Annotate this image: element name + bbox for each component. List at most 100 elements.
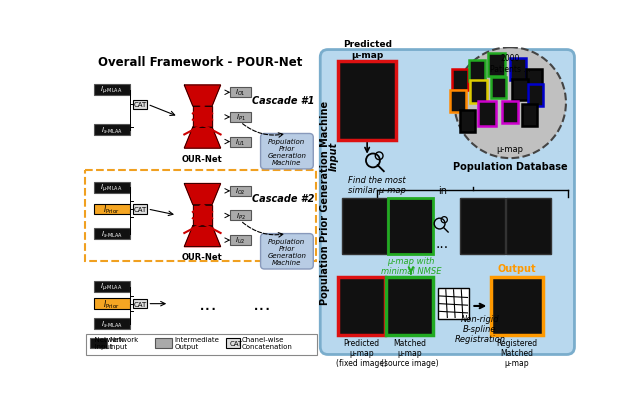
Text: ...: ... (253, 294, 271, 313)
Text: CAT: CAT (134, 207, 147, 213)
Bar (90, 338, 107, 348)
Bar (452, 70, 467, 91)
Circle shape (454, 48, 566, 159)
Bar (134, 205, 147, 214)
Text: OUR-Net: OUR-Net (182, 253, 223, 261)
Text: $I_{O1}$: $I_{O1}$ (235, 88, 246, 98)
Polygon shape (193, 107, 212, 128)
Text: 2000
Patients ...: 2000 Patients ... (490, 54, 531, 74)
Text: Network
  Input: Network Input (90, 336, 124, 350)
Bar (94, 282, 129, 292)
Bar (94, 318, 129, 329)
Bar (94, 85, 129, 96)
Text: $I_{\mathrm{Prior}}$: $I_{\mathrm{Prior}}$ (104, 298, 120, 310)
Bar (230, 113, 250, 123)
Bar (86, 334, 317, 355)
Text: $I_{O2}$: $I_{O2}$ (235, 186, 246, 196)
Bar (94, 298, 129, 309)
Text: CAT: CAT (134, 102, 147, 108)
Text: Registered
Matched
μ-map: Registered Matched μ-map (497, 338, 538, 367)
Bar (94, 125, 129, 136)
Text: Non-rigid
B-spline
Registration: Non-rigid B-spline Registration (454, 314, 506, 344)
Bar (438, 289, 469, 319)
Bar (506, 198, 551, 254)
Bar (522, 105, 537, 126)
Bar (502, 102, 518, 124)
Bar (460, 111, 476, 133)
FancyBboxPatch shape (320, 51, 575, 354)
Bar (477, 102, 496, 126)
Text: $I_{\mu\text{-MLAA}}$: $I_{\mu\text{-MLAA}}$ (100, 281, 123, 293)
Text: Cascade #2: Cascade #2 (252, 194, 314, 204)
Text: Overall Framework - POUR-Net: Overall Framework - POUR-Net (98, 56, 302, 69)
Text: Population
Prior
Generation
Machine: Population Prior Generation Machine (268, 238, 307, 265)
Bar (386, 277, 433, 335)
Bar (338, 277, 385, 335)
Text: Population Prior Generation Machine: Population Prior Generation Machine (320, 101, 330, 304)
Text: Matched
μ-map
(source image): Matched μ-map (source image) (381, 338, 438, 367)
Text: Intermediate
Output: Intermediate Output (175, 336, 220, 350)
Polygon shape (184, 128, 221, 149)
Text: ...: ... (198, 294, 217, 313)
Bar (338, 62, 396, 140)
Bar (460, 198, 505, 254)
Text: $I_{U1}$: $I_{U1}$ (236, 137, 246, 147)
Polygon shape (193, 205, 212, 226)
Bar (510, 59, 525, 80)
Bar (155, 338, 172, 348)
Bar (230, 137, 250, 147)
Bar (94, 229, 129, 239)
Bar (230, 235, 250, 245)
Text: $I_{s\text{-MLAA}}$: $I_{s\text{-MLAA}}$ (100, 125, 123, 136)
Polygon shape (184, 184, 221, 205)
Bar (134, 299, 147, 308)
Text: μ-map: μ-map (497, 145, 524, 154)
FancyBboxPatch shape (260, 134, 313, 170)
Text: $I_{P1}$: $I_{P1}$ (236, 113, 245, 123)
Text: $I_{P2}$: $I_{P2}$ (236, 211, 245, 221)
Text: CAT: CAT (230, 340, 243, 346)
Bar (451, 91, 466, 113)
Text: Output: Output (498, 263, 536, 273)
Bar (230, 211, 250, 221)
Text: $I_{\mu\text{-MLAA}}$: $I_{\mu\text{-MLAA}}$ (100, 182, 123, 194)
Bar (528, 85, 543, 107)
Text: in: in (438, 185, 447, 195)
Bar (134, 100, 147, 109)
Text: Population
Prior
Generation
Machine: Population Prior Generation Machine (268, 138, 307, 165)
Text: Predicted
μ-map
(fixed image): Predicted μ-map (fixed image) (336, 338, 387, 367)
Bar (342, 198, 387, 254)
Text: $I_{\mu\text{-MLAA}}$: $I_{\mu\text{-MLAA}}$ (100, 85, 123, 96)
Bar (491, 77, 506, 99)
Bar (513, 80, 528, 101)
Text: CAT: CAT (134, 301, 147, 307)
Text: Find the most
similar μ-map: Find the most similar μ-map (348, 176, 406, 195)
Text: $I_{U2}$: $I_{U2}$ (236, 235, 246, 245)
FancyBboxPatch shape (260, 234, 313, 269)
Text: Network
Input: Network Input (109, 336, 139, 350)
Text: ...: ... (435, 236, 449, 250)
Text: μ-map with
minimal NMSE: μ-map with minimal NMSE (381, 256, 441, 275)
Bar (230, 88, 250, 98)
Text: $I_{\mathrm{Prior}}$: $I_{\mathrm{Prior}}$ (104, 203, 120, 216)
Text: $I_{s\text{-MLAA}}$: $I_{s\text{-MLAA}}$ (100, 319, 123, 329)
Text: OUR-Net: OUR-Net (182, 154, 223, 163)
Bar (94, 204, 129, 215)
Text: Chanel-wise
Concatenation: Chanel-wise Concatenation (242, 336, 293, 350)
Text: Cascade #1: Cascade #1 (252, 95, 314, 105)
Bar (491, 277, 543, 335)
Polygon shape (184, 226, 221, 247)
Bar (94, 182, 129, 193)
Text: Population Database: Population Database (453, 162, 568, 172)
Polygon shape (184, 86, 221, 107)
Bar (226, 338, 239, 348)
Text: $I_{s\text{-MLAA}}$: $I_{s\text{-MLAA}}$ (100, 229, 123, 239)
Bar (488, 53, 505, 77)
Bar (388, 198, 433, 254)
Bar (470, 81, 487, 104)
Text: Predicted
μ-map: Predicted μ-map (342, 40, 392, 60)
Bar (527, 70, 542, 91)
Bar (85, 171, 316, 261)
Text: Input: Input (329, 141, 339, 170)
Bar (469, 61, 484, 82)
